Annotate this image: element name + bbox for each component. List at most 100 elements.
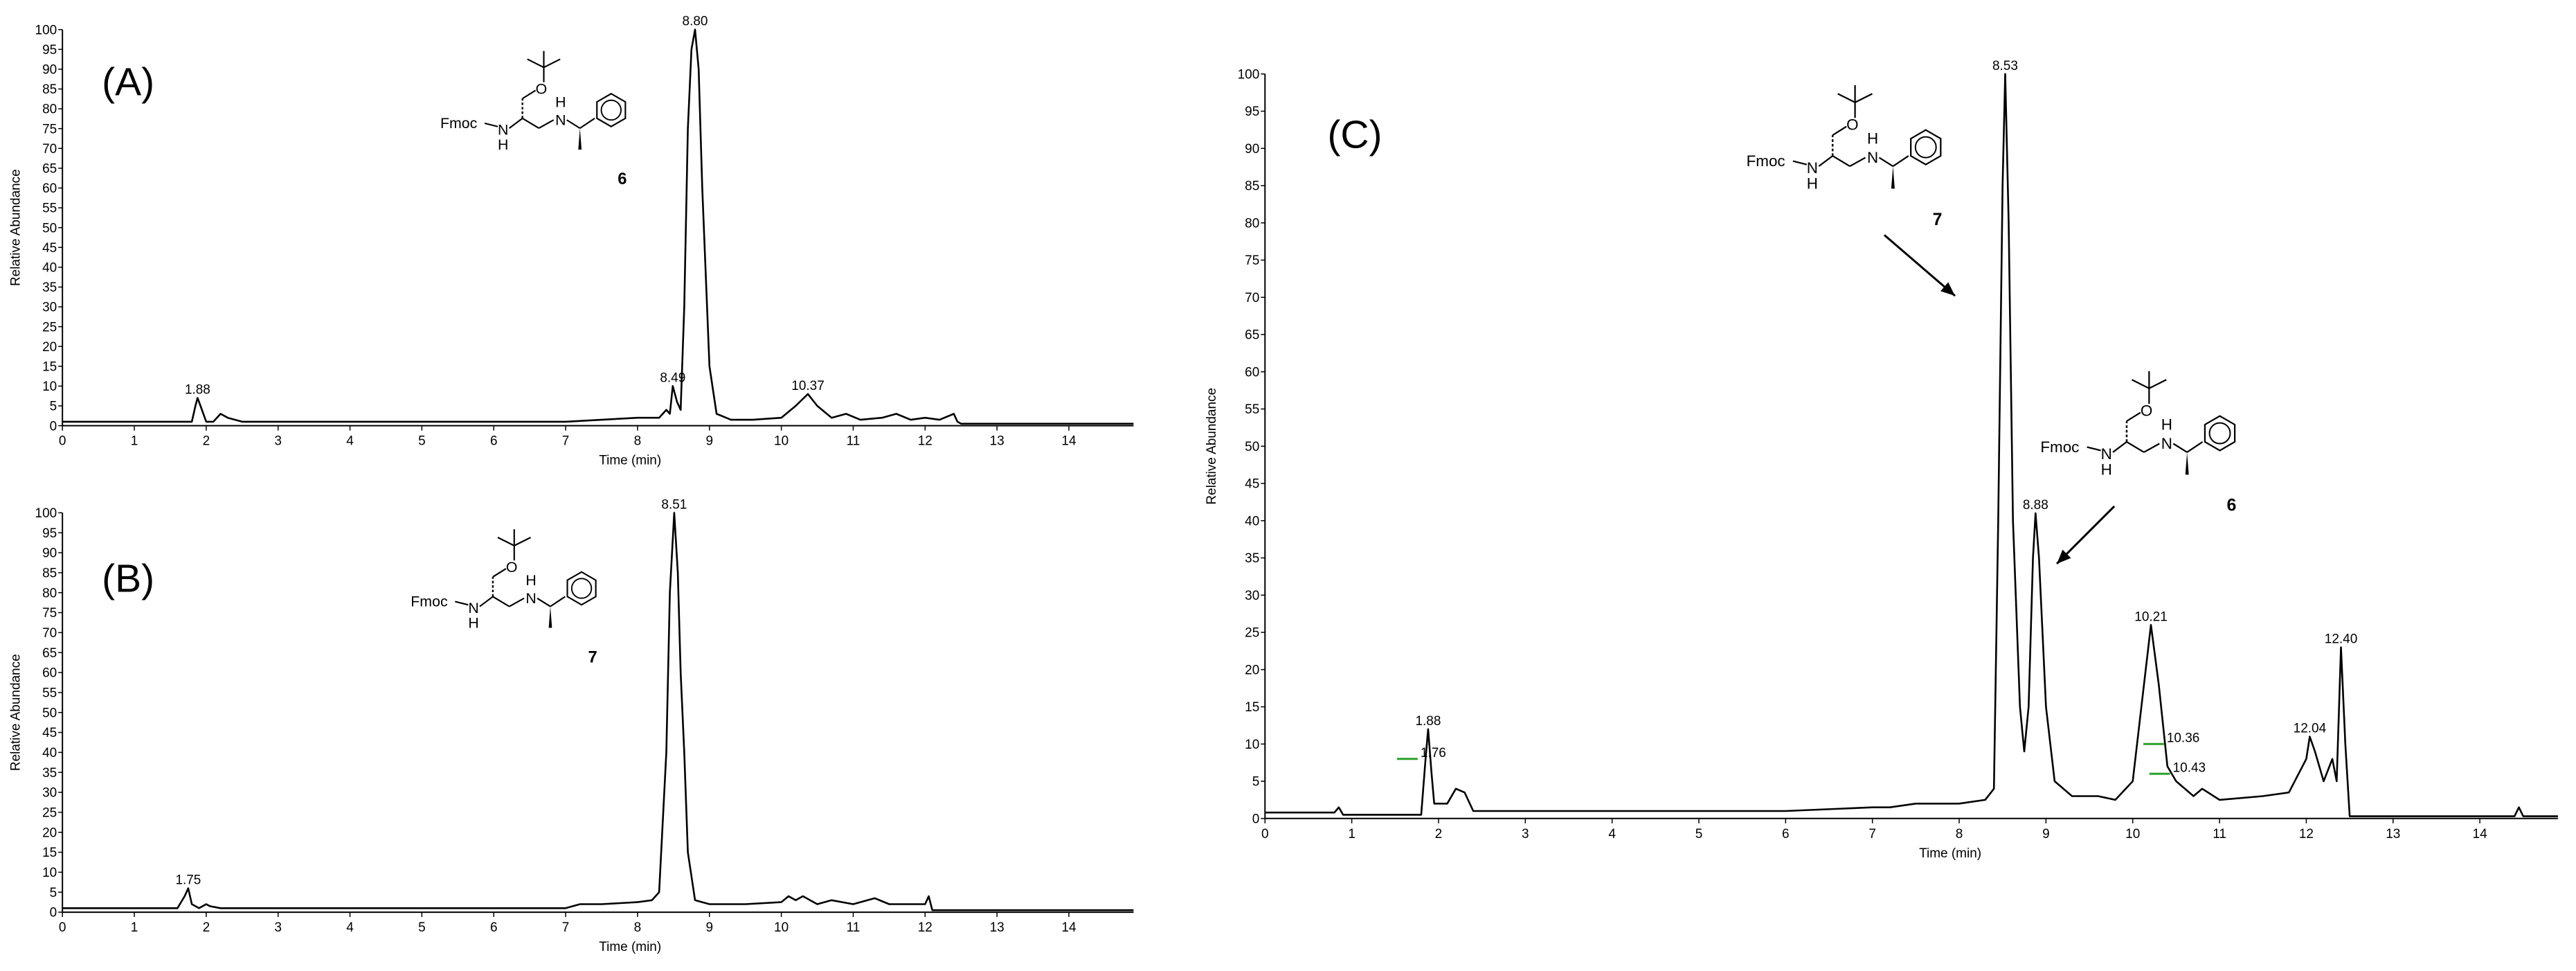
y-tick-label: 5 [1252,775,1260,790]
y-axis-label: Relative Abundance [8,654,23,771]
y-tick-label: 45 [42,241,57,256]
compound-label: 7 [588,648,597,666]
y-tick-label: 60 [42,181,57,196]
y-tick-label: 85 [1245,179,1259,194]
bond [2143,443,2160,453]
y-tick-label: 85 [42,82,57,97]
bond [492,596,510,607]
arrow-head [1940,282,1955,296]
compound-label: 6 [618,170,627,188]
y-tick-label: 55 [42,686,57,701]
y-tick-label: 15 [1245,700,1259,715]
x-tick-label: 3 [274,434,282,449]
y-tick-label: 10 [42,380,57,394]
structure-text: H [525,572,536,589]
x-tick-label: 5 [418,434,426,449]
bond [2126,411,2141,422]
x-tick-label: 0 [1261,827,1269,841]
compound-label: 7 [1933,210,1943,229]
structure-text: Fmoc [440,115,478,132]
structure-text: N [2161,435,2172,452]
x-tick-label: 8 [634,920,642,935]
x-tick-label: 14 [1061,434,1076,449]
y-tick-label: 25 [1245,626,1259,641]
bond [497,537,515,546]
arrow [1883,234,1956,297]
bond [538,119,555,130]
y-tick-label: 20 [42,340,57,355]
structure-text: N [555,112,566,128]
x-tick-label: 10 [2125,827,2140,841]
y-tick-label: 95 [42,526,57,541]
y-tick-label: 0 [50,906,57,920]
ring [570,578,593,599]
y-tick-label: 20 [42,826,57,840]
bond [543,58,561,69]
bond [2185,452,2189,475]
x-tick-label: 9 [2042,827,2050,841]
y-tick-label: 30 [42,301,57,315]
peak-label: 8.53 [1992,59,2018,73]
bond [1832,125,1847,136]
x-axis-label: Time (min) [599,940,661,954]
peak-label: 1.75 [175,873,201,887]
x-tick-label: 6 [490,434,498,449]
x-tick-label: 9 [705,920,713,935]
x-tick-label: 3 [1522,827,1529,841]
y-tick-label: 40 [42,261,57,276]
bond [527,58,544,69]
x-tick-label: 10 [774,920,789,935]
x-tick-label: 12 [2299,827,2314,841]
ring [2208,422,2231,445]
structure-text: H [555,93,566,110]
x-tick-label: 12 [918,434,933,449]
y-tick-label: 75 [42,122,57,136]
x-tick-label: 14 [2473,827,2487,841]
bond [1832,155,1850,167]
y-tick-label: 5 [50,886,57,900]
y-axis-label: Relative Abundance [1205,388,1219,505]
bond [492,568,507,578]
y-tick-label: 65 [42,162,57,177]
trace [62,28,1134,425]
structure-text: N [498,122,508,139]
structure-text: Fmoc [2040,438,2079,456]
panel-label: (C) [1327,113,1382,157]
structure-text: N [1867,149,1878,166]
y-tick-label: 100 [35,23,57,37]
bond [1792,160,1808,166]
x-tick-label: 8 [1956,827,1963,841]
x-tick-label: 1 [131,920,138,935]
y-tick-label: 40 [42,746,57,760]
peak-label: 12.40 [2325,632,2357,647]
bond [1855,93,1873,103]
y-tick-label: 60 [42,666,57,681]
x-tick-label: 2 [203,920,210,935]
y-tick-label: 80 [1245,216,1259,231]
y-tick-label: 5 [50,400,57,414]
bond [2148,379,2167,389]
x-tick-label: 3 [274,920,282,935]
y-tick-label: 95 [1245,105,1259,119]
y-tick-label: 30 [42,786,57,801]
x-axis-label: Time (min) [599,454,661,468]
ring [566,571,597,606]
panel-label: (A) [102,60,154,105]
y-tick-label: 25 [42,320,57,335]
structure-text: N [1807,159,1818,177]
y-tick-label: 55 [42,202,57,216]
x-tick-label: 11 [847,434,861,449]
structure-text: O [1846,116,1858,134]
bond [2172,443,2188,453]
bond [2131,379,2150,389]
y-tick-label: 80 [42,586,57,600]
peak-label: 10.43 [2173,760,2206,775]
y-tick-label: 90 [42,546,57,561]
x-tick-label: 4 [346,434,354,449]
peak-label: 1.88 [1415,714,1441,729]
peak-label: 8.49 [660,371,685,385]
trace [62,512,1134,911]
x-tick-label: 13 [990,920,1005,935]
